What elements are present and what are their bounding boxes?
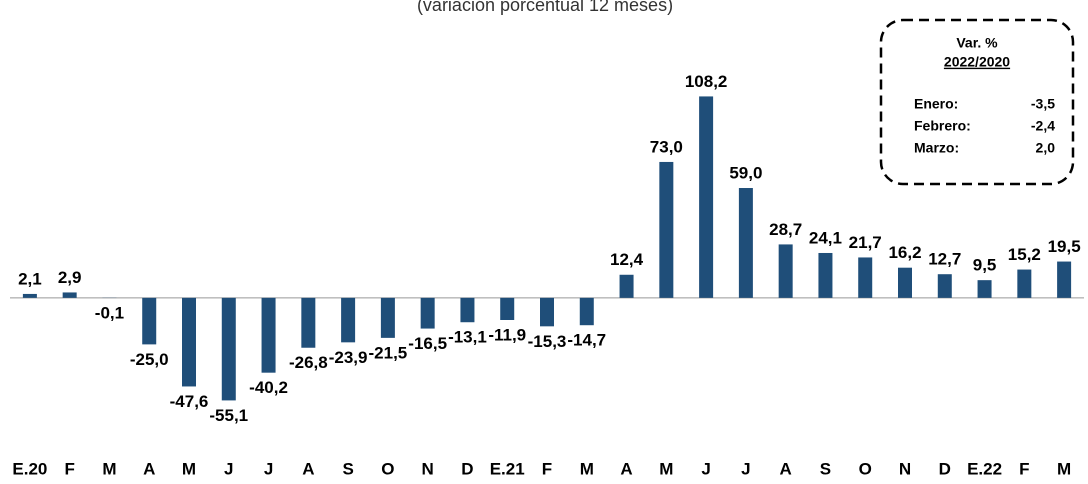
x-tick-label: M bbox=[580, 459, 594, 478]
bar bbox=[420, 297, 435, 329]
value-label: 24,1 bbox=[809, 228, 842, 247]
value-label: -26,8 bbox=[289, 353, 328, 372]
x-tick-label: F bbox=[542, 459, 552, 478]
value-label: -47,6 bbox=[170, 392, 209, 411]
value-label: -11,9 bbox=[488, 325, 526, 344]
value-label: 12,4 bbox=[610, 250, 644, 269]
x-tick-label: M bbox=[182, 459, 196, 478]
bar bbox=[579, 297, 594, 326]
inset-subtitle: 2022/2020 bbox=[944, 54, 1010, 70]
x-tick-label: F bbox=[1019, 459, 1029, 478]
x-tick-label: F bbox=[64, 459, 74, 478]
value-label: 28,7 bbox=[769, 220, 802, 239]
bar bbox=[937, 274, 952, 298]
value-label: -15,3 bbox=[528, 332, 567, 351]
x-tick-label: A bbox=[302, 459, 314, 478]
value-label: 21,7 bbox=[849, 233, 882, 252]
x-tick-label: E.20 bbox=[12, 459, 47, 478]
bar bbox=[1017, 269, 1032, 298]
x-tick-label: M bbox=[1057, 459, 1071, 478]
x-tick-label: D bbox=[939, 459, 951, 478]
x-tick-label: J bbox=[701, 459, 710, 478]
bar bbox=[540, 297, 554, 327]
inset-label: Enero: bbox=[914, 96, 958, 112]
inset-value: 2,0 bbox=[1036, 140, 1056, 156]
bar bbox=[341, 297, 356, 343]
inset-box bbox=[879, 18, 1075, 186]
value-label: 108,2 bbox=[685, 72, 728, 91]
x-tick-label: J bbox=[264, 459, 273, 478]
bar bbox=[221, 297, 236, 401]
value-label: 19,5 bbox=[1048, 237, 1081, 256]
value-label: 59,0 bbox=[729, 163, 762, 182]
x-tick-label: M bbox=[659, 459, 673, 478]
x-tick-label: A bbox=[143, 459, 155, 478]
value-label: 2,1 bbox=[18, 269, 42, 288]
chart-subtitle: (variación porcentual 12 meses) bbox=[417, 0, 673, 15]
value-label: -23,9 bbox=[329, 348, 368, 367]
bar bbox=[659, 161, 674, 298]
value-label: -14,7 bbox=[567, 331, 606, 350]
inset-title: Var. % bbox=[956, 35, 998, 51]
value-label: 15,2 bbox=[1008, 245, 1041, 264]
x-tick-label: E.22 bbox=[967, 459, 1002, 478]
x-tick-label: A bbox=[620, 459, 632, 478]
x-tick-label: D bbox=[461, 459, 473, 478]
bar bbox=[142, 297, 157, 345]
value-label: 73,0 bbox=[650, 137, 683, 156]
bar bbox=[460, 297, 475, 323]
x-tick-label: M bbox=[102, 459, 116, 478]
value-label: -55,1 bbox=[209, 406, 248, 425]
x-tick-label: N bbox=[422, 459, 434, 478]
value-label: -21,5 bbox=[369, 343, 408, 362]
bar bbox=[380, 297, 395, 338]
value-label: -25,0 bbox=[130, 350, 169, 369]
bar bbox=[699, 96, 714, 298]
inset-label: Marzo: bbox=[914, 140, 959, 156]
x-tick-label: S bbox=[820, 459, 831, 478]
value-label: -0,1 bbox=[95, 304, 124, 323]
bar bbox=[22, 293, 37, 298]
value-label: -40,2 bbox=[249, 378, 288, 397]
value-label: -16,5 bbox=[408, 334, 447, 353]
bar bbox=[858, 257, 873, 298]
bar bbox=[898, 267, 912, 298]
x-tick-label: J bbox=[224, 459, 233, 478]
value-label: 12,7 bbox=[928, 250, 961, 269]
bar bbox=[977, 280, 992, 298]
bar bbox=[818, 252, 833, 298]
x-tick-label: A bbox=[780, 459, 792, 478]
value-label: 16,2 bbox=[888, 243, 921, 262]
x-tick-label: N bbox=[899, 459, 911, 478]
bar bbox=[619, 274, 634, 298]
bar bbox=[738, 188, 753, 298]
bar bbox=[261, 297, 276, 373]
bar bbox=[1057, 261, 1072, 298]
value-label: 2,9 bbox=[58, 268, 82, 287]
inset-label: Febrero: bbox=[914, 118, 971, 134]
x-tick-label: J bbox=[741, 459, 750, 478]
value-label: -13,1 bbox=[448, 328, 487, 347]
x-tick-label: S bbox=[342, 459, 353, 478]
value-label: 9,5 bbox=[973, 256, 997, 275]
bar bbox=[62, 292, 77, 298]
x-tick-label: E.21 bbox=[490, 459, 525, 478]
x-tick-label: O bbox=[859, 459, 872, 478]
bar bbox=[500, 297, 515, 320]
bar bbox=[778, 244, 793, 298]
inset-value: -3,5 bbox=[1031, 96, 1055, 112]
bar bbox=[182, 297, 196, 387]
bar bbox=[301, 297, 316, 348]
inset-value: -2,4 bbox=[1031, 118, 1055, 134]
x-tick-label: O bbox=[381, 459, 394, 478]
